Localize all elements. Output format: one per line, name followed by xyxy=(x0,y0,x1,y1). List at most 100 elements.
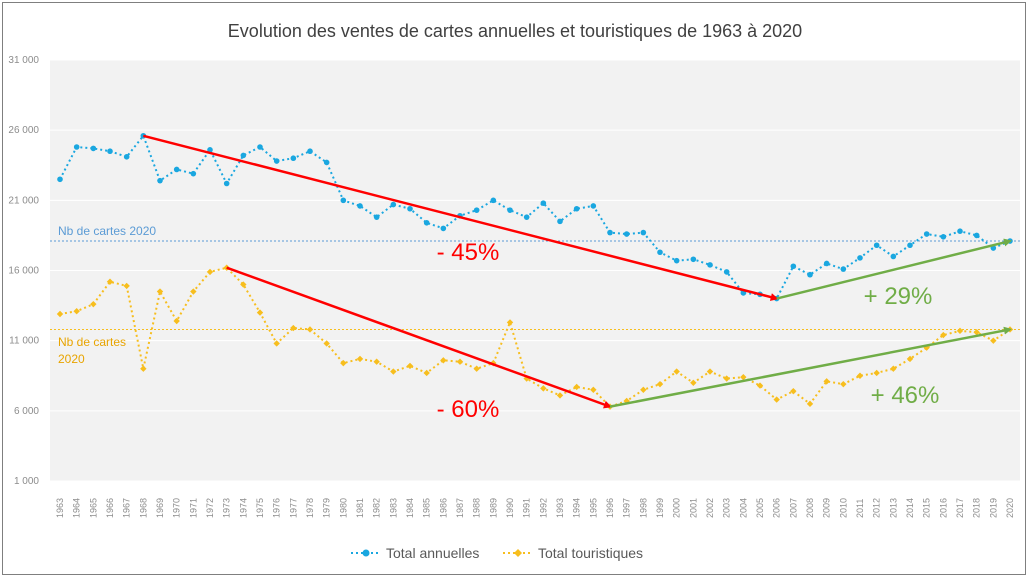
x-tick-label: 1991 xyxy=(522,498,532,518)
trend-line xyxy=(143,134,779,301)
data-point xyxy=(173,166,180,173)
x-tick-label: 1967 xyxy=(122,498,132,518)
reference-lines: Nb de cartes 2020 Nb de cartes 2020 xyxy=(50,224,1020,366)
data-point xyxy=(573,205,580,212)
data-point xyxy=(740,373,747,381)
series-line-annuelles xyxy=(59,133,1011,300)
x-tick-label: 1974 xyxy=(238,498,248,518)
data-point xyxy=(673,257,680,264)
data-point xyxy=(373,358,380,365)
y-tick-label: 16 000 xyxy=(8,266,39,277)
data-point xyxy=(140,365,147,372)
x-tick-label: 2006 xyxy=(772,498,782,518)
data-point xyxy=(623,231,630,237)
x-tick-label: 1986 xyxy=(438,498,448,518)
data-point xyxy=(890,253,897,260)
reference-label-line: Nb de cartes xyxy=(58,335,126,349)
x-tick-label: 1972 xyxy=(205,498,215,518)
line-chart: Evolution des ventes de cartes annuelles… xyxy=(8,21,1020,561)
data-point xyxy=(73,144,80,150)
series-line-touristiques xyxy=(59,266,1011,408)
data-point xyxy=(873,242,880,249)
x-tick-label: 1994 xyxy=(572,498,582,518)
trend-line xyxy=(776,238,1012,300)
data-point xyxy=(440,225,447,232)
y-tick-label: 1 000 xyxy=(14,476,39,487)
data-point xyxy=(607,229,613,236)
data-point xyxy=(590,386,597,393)
data-point xyxy=(106,278,114,285)
x-tick-label: 1977 xyxy=(288,498,298,518)
data-point xyxy=(123,154,130,160)
y-tick-label: 21 000 xyxy=(8,195,39,206)
x-tick-label: 1970 xyxy=(172,498,182,518)
data-point xyxy=(956,327,964,335)
trend-line xyxy=(609,326,1012,408)
data-point xyxy=(790,263,797,270)
chart-title: Evolution des ventes de cartes annuelles… xyxy=(228,21,802,41)
data-point xyxy=(840,266,847,272)
data-point xyxy=(273,158,280,164)
x-tick-label: 1963 xyxy=(55,498,65,518)
x-tick-label: 2003 xyxy=(722,498,732,518)
x-tick-label: 2002 xyxy=(705,498,715,518)
data-point xyxy=(657,249,663,256)
data-point xyxy=(207,147,213,153)
data-point xyxy=(323,340,330,347)
data-point xyxy=(357,203,363,209)
data-point xyxy=(240,152,247,159)
x-tick-label: 1985 xyxy=(422,498,432,518)
data-point xyxy=(473,365,480,372)
x-tick-label: 1995 xyxy=(588,498,598,518)
data-point xyxy=(907,242,913,249)
x-tick-label: 2007 xyxy=(788,498,798,518)
x-tick-label: 1982 xyxy=(372,498,382,518)
data-point xyxy=(190,288,197,295)
x-tick-label: 1971 xyxy=(188,498,198,518)
data-point xyxy=(973,232,980,239)
x-tick-label: 1990 xyxy=(505,498,515,518)
data-point xyxy=(673,368,680,375)
x-tick-label: 1999 xyxy=(655,498,665,518)
x-tick-label: 2017 xyxy=(955,498,965,518)
x-tick-label: 1980 xyxy=(338,498,348,518)
data-point xyxy=(756,382,764,389)
x-tick-label: 1996 xyxy=(605,498,615,518)
data-point xyxy=(57,176,63,183)
x-tick-label: 2010 xyxy=(838,498,848,518)
data-point xyxy=(823,260,830,267)
data-point xyxy=(806,400,814,408)
legend-label: Total annuelles xyxy=(386,545,479,561)
trend-label: + 29% xyxy=(864,283,933,310)
data-point xyxy=(356,355,364,363)
data-point xyxy=(873,369,880,377)
data-point xyxy=(857,255,863,261)
data-point xyxy=(73,307,80,315)
data-point xyxy=(473,207,480,213)
data-point xyxy=(173,317,180,325)
x-axis: 1963 1964 1965 1966 1967 1968 1969 1970 1971 1972… xyxy=(55,498,1015,518)
data-point xyxy=(890,365,897,372)
trend-label: - 60% xyxy=(437,396,500,423)
trend-label: + 46% xyxy=(871,382,940,409)
data-point xyxy=(940,331,947,339)
data-point xyxy=(573,383,580,391)
x-tick-label: 1987 xyxy=(455,498,465,518)
data-point xyxy=(590,203,597,209)
trend-label: - 45% xyxy=(437,239,500,266)
x-tick-label: 1975 xyxy=(255,498,265,518)
legend: Total annuelles Total touristiques xyxy=(351,545,643,561)
y-tick-label: 26 000 xyxy=(8,125,39,136)
data-point xyxy=(840,380,847,388)
data-point xyxy=(90,300,97,308)
data-point xyxy=(223,180,230,187)
data-point xyxy=(323,159,330,166)
data-point xyxy=(707,262,713,268)
x-tick-label: 1993 xyxy=(555,498,565,518)
data-point xyxy=(506,319,514,326)
x-tick-label: 1969 xyxy=(155,498,165,518)
data-point xyxy=(407,205,413,212)
data-point xyxy=(306,326,314,333)
x-tick-label: 1968 xyxy=(138,498,148,518)
